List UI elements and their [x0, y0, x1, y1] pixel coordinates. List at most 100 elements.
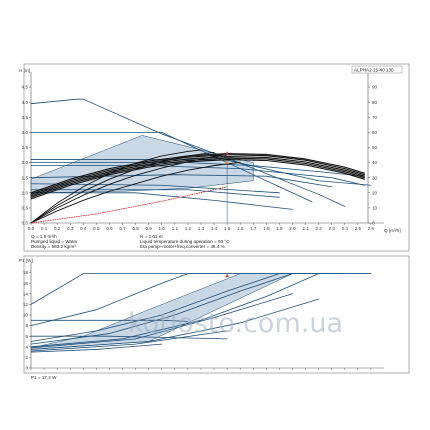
head-pump-curve-8	[30, 192, 293, 210]
power-operating-point-layer	[225, 273, 229, 278]
x-tick-label: 0.8	[132, 226, 139, 231]
head-pump-curve-1	[30, 131, 313, 203]
head-system-curve-9	[30, 161, 241, 224]
x-tick-label: 2.4	[342, 226, 349, 231]
head-efficiency-curve-16	[30, 157, 365, 198]
head-operating-point-layer	[225, 151, 230, 223]
x-tick-label: 0.2	[54, 226, 61, 231]
model-label: ALPHA2 15-40 130	[354, 68, 394, 73]
y-tick-label: 0.5	[22, 206, 29, 211]
power-y-tick-label: 10	[23, 313, 29, 318]
power-power-curve-7	[30, 330, 228, 352]
power-y-tick-label: 4	[25, 344, 28, 349]
x-tick-label: 1.9	[276, 226, 283, 231]
power-y-tick-label: 6	[25, 334, 28, 339]
head-efficiency-curve-15	[30, 156, 365, 197]
power-power-curve-1	[30, 273, 346, 327]
x-tick-label: 0.1	[41, 226, 48, 231]
x-tick-label: 2.5	[355, 226, 362, 231]
y-tick-label: 3.0	[22, 130, 29, 135]
info-power: P1 = 17.4 W	[31, 375, 57, 380]
power-power-curve-6	[30, 298, 320, 350]
info-head: H = 2.01 m	[140, 234, 163, 239]
head-pump-curve-0	[30, 98, 346, 207]
y-tick-label: 1.5	[22, 175, 29, 180]
power-power-curve-4	[30, 273, 320, 348]
power-power-curve-5	[30, 293, 293, 349]
head-operating-point	[225, 160, 230, 164]
power-power-curve-10	[30, 319, 189, 322]
y-tick-label: 4.0	[22, 100, 29, 105]
head-pump-curve-4	[30, 165, 365, 186]
head-plot-frame	[23, 63, 410, 252]
head-efficiency-marker	[225, 151, 229, 155]
y2-tick-label: 70	[372, 115, 378, 120]
power-power-curve-9	[30, 335, 228, 340]
power-axes-layer: 0 2 4 6 8 10 12 14 16 18	[23, 262, 384, 371]
x-tick-label: 2.6	[368, 226, 375, 231]
head-efficiency-curve-13	[30, 152, 365, 194]
power-power-curve-8	[30, 343, 163, 353]
power-power-curve-2	[30, 273, 372, 342]
info-density: Density = 983.2 kg/m³	[31, 244, 76, 249]
head-series-layer	[30, 98, 372, 224]
flow-x-label: Q [m³/h]	[384, 228, 401, 233]
x-tick-label: 0.4	[80, 226, 87, 231]
info-efficiency: Eta pump+motor+freq.converter = 46.4 %	[140, 244, 225, 249]
x-tick-label: 0.9	[145, 226, 152, 231]
x-tick-label: 1.7	[250, 226, 257, 231]
power-power-curve-3	[30, 273, 293, 345]
x-tick-label: 2.2	[315, 226, 322, 231]
head-axes-layer: 0.0 0.1 0.2 0.3 0.4 0.5 0.6 0.7 0.8 0.9 1.0 1.1 1.2 1…	[22, 72, 384, 231]
x-tick-label: 2.0	[289, 226, 296, 231]
x-tick-label: 1.1	[172, 226, 179, 231]
x-tick-label: 1.6	[237, 226, 244, 231]
power-y-label: P1 [W]	[19, 258, 33, 263]
info-liquid: Pumped liquid = Water	[31, 239, 78, 244]
power-operating-point	[225, 273, 229, 278]
power-y-tick-label: 8	[25, 323, 28, 328]
head-efficiency-curve-14	[30, 154, 365, 195]
x-tick-label: 1.2	[185, 226, 192, 231]
info-temperature: Liquid temperature during operation = 60…	[140, 239, 230, 244]
head-y-label: H [m]	[19, 68, 30, 73]
model-label-box	[351, 65, 403, 74]
power-y-tick-label: 0	[25, 366, 28, 371]
y-tick-label: 3.5	[22, 115, 29, 120]
power-y-tick-label: 14	[23, 291, 29, 296]
head-system-curve-12	[30, 149, 202, 224]
y-tick-label: 2.5	[22, 145, 29, 150]
x-tick-label: 2.1	[302, 226, 309, 231]
power-series-layer	[30, 273, 372, 353]
x-tick-label: 0.0	[28, 226, 35, 231]
head-efficiency-curve-17	[30, 159, 365, 200]
power-y-tick-label: 12	[23, 302, 29, 307]
x-tick-label: 2.3	[329, 226, 336, 231]
x-tick-label: 0.3	[67, 226, 74, 231]
x-tick-label: 1.5	[224, 226, 231, 231]
x-tick-label: 1.4	[211, 226, 218, 231]
y2-tick-label: 20	[372, 190, 378, 195]
watermark: kotlosto.com.ua	[128, 308, 343, 339]
head-pump-curve-3	[30, 162, 365, 177]
power-y-tick-label: 18	[23, 270, 29, 275]
y2-tick-label: 80	[372, 100, 378, 105]
y-tick-label: 1.0	[22, 190, 29, 195]
y2-tick-label: 40	[372, 160, 378, 165]
power-y-tick-label: 2	[25, 355, 28, 360]
y2-tick-label: 10	[372, 206, 378, 211]
x-tick-label: 0.7	[119, 226, 126, 231]
y-tick-label: 0.0	[22, 221, 29, 226]
head-eta-curve-18	[30, 186, 228, 224]
x-tick-label: 1.3	[198, 226, 205, 231]
y-tick-label: 2.0	[22, 160, 29, 165]
y-tick-label: 4.5	[22, 85, 29, 90]
x-tick-label: 0.5	[93, 226, 100, 231]
power-plot-frame	[23, 255, 410, 374]
power-y-tick-label: 16	[23, 281, 29, 286]
y2-tick-label: 0	[372, 221, 375, 226]
info-flow: Q = 1.5 m³/h	[31, 234, 57, 239]
y2-tick-label: 50	[372, 145, 378, 150]
y2-tick-label: 30	[372, 175, 378, 180]
